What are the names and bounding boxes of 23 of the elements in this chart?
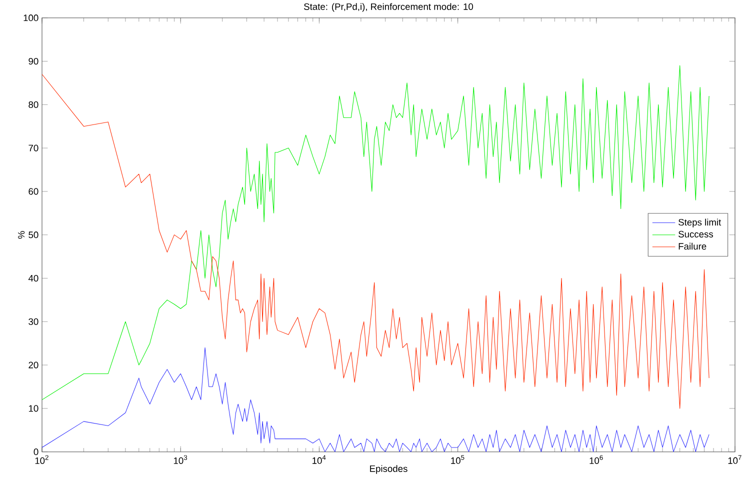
y-tick-label: 50 [28,232,38,238]
legend-label: Success [678,230,714,238]
y-tick-label: 100 [24,14,38,22]
y-tick-label: 80 [28,101,38,108]
y-tick-label: 30 [28,318,38,326]
y-tick-label: 10 [28,405,38,412]
chart-title: State: (Pr,Pd,i), Reinforcement mode: 10 [304,3,474,12]
y-tick-label: 60 [28,188,38,195]
x-tick-label: 10$^{5}$ [451,455,464,464]
y-tick-label: 40 [28,275,38,282]
x-tick-label: 10$^{4}$ [312,455,326,464]
legend-label: Steps limit [678,218,722,228]
x-tick-label: 10$^{3}$ [174,455,188,464]
y-tick-label: 0 [34,448,38,456]
legend-label: Failure [678,242,706,250]
x-tick-label: 10$^{6}$ [590,455,603,464]
y-tick-label: 70 [28,144,38,152]
x-tick-label: 10$^{7}$ [728,455,742,464]
y-axis-title: % [18,231,25,239]
x-tick-label: 10$^{2}$ [35,455,48,464]
x-axis-title: Episodes [370,465,408,474]
y-tick-label: 90 [28,58,38,65]
y-tick-label: 20 [28,362,38,368]
